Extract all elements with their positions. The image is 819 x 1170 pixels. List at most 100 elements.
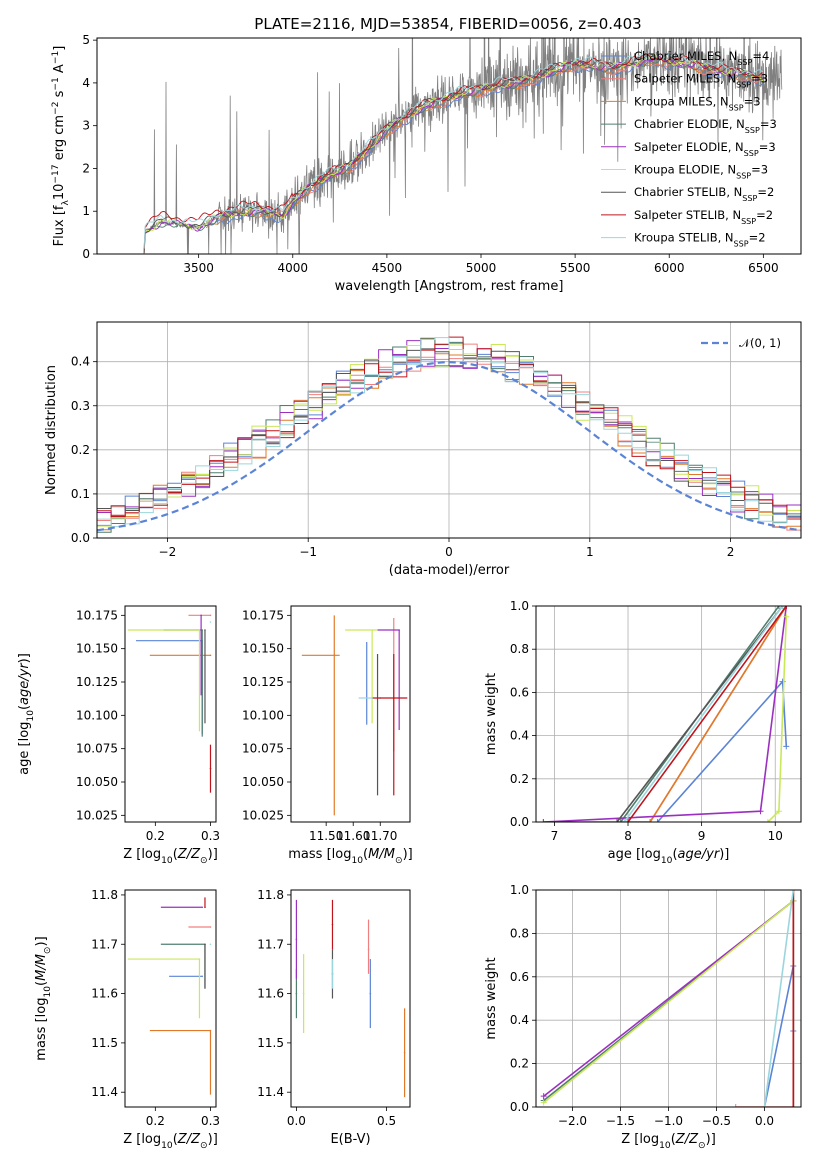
x-tick-label: 11.50 [309, 829, 343, 843]
weight-line-kroupa-elodie [543, 900, 794, 1104]
axes-frame [124, 605, 217, 823]
x-axis-label: Z [log10(Z/Z⊙)] [621, 1132, 716, 1151]
label-part: Salpeter ELODIE, N [634, 140, 744, 154]
label-part: Z/Z [177, 1132, 201, 1147]
label-part: 10 [43, 986, 53, 998]
point-salpeter-stelib [392, 697, 395, 699]
label-part: Kroupa ELODIE, N [634, 163, 736, 177]
y-tick-label: 10.175 [242, 608, 284, 622]
label-part: )] [403, 847, 413, 862]
x-tick-label: 2 [727, 545, 735, 559]
label-part: =3 [751, 72, 768, 86]
y-tick-label: 10.050 [242, 775, 284, 789]
label-part: Chabrier MILES, N [634, 49, 737, 63]
x-tick-label: 0.3 [201, 829, 220, 843]
label-part: =3 [759, 140, 776, 154]
legend-label-kroupa-elodie: Kroupa ELODIE, NSSP=3 [634, 163, 768, 181]
x-tick-label: 0.0 [287, 1114, 306, 1128]
x-axis-label: age [log10(age/yr)] [608, 847, 730, 866]
x-tick-label: 5500 [560, 261, 591, 275]
axes-frame [96, 37, 802, 255]
x-tick-label: 1 [586, 545, 594, 559]
plot-area [127, 897, 212, 1095]
label-part: M/M [34, 954, 49, 981]
x-tick-label: 9 [698, 829, 706, 843]
weight-marker-kroupa-elodie [775, 808, 782, 815]
weight-marker-kroupa-stelib [621, 819, 628, 822]
y-axis-label: Normed distribution [44, 365, 59, 495]
y-tick-label: 0 [82, 247, 90, 261]
panel-age-vs-Z: 0.2 0.3 10.025 10.050 10.075 10.100 10.125 10.1… [17, 605, 220, 866]
y-tick-label: 0.8 [510, 926, 529, 940]
point-salpeter-stelib [204, 906, 206, 909]
label-part: M/M [368, 847, 395, 862]
label-part: Salpeter MILES, N [634, 72, 736, 86]
label-part: Z [log [621, 1132, 659, 1147]
y-tick-label: 10.025 [242, 808, 284, 822]
x-tick-label: 6000 [654, 261, 685, 275]
y-tick-label: 0.0 [510, 1100, 529, 1114]
label-part: SSP [729, 103, 744, 112]
weight-marker-kroupa-elodie [783, 613, 790, 620]
point-kroupa-stelib [371, 697, 373, 699]
label-part: Chabrier STELIB, N [634, 185, 742, 199]
label-part: )] [34, 936, 49, 946]
gaussian-curve [97, 360, 801, 532]
axes-frame [124, 889, 217, 1108]
label-part: mass weight [484, 673, 499, 755]
label-part: =4 [752, 49, 769, 63]
label-part: A [52, 64, 67, 77]
weight-line-kroupa-miles [543, 606, 787, 822]
y-tick-label: 10.150 [76, 642, 118, 656]
y-tick-label: 0.2 [510, 772, 529, 786]
plot-area [540, 606, 790, 822]
point-salpeter-stelib [209, 767, 212, 770]
spectrum-legend: Chabrier MILES, N SSP =4 Salpeter MILES, N S… [601, 49, 777, 248]
point-chabrier-elodie [295, 992, 298, 995]
label-part: =3 [744, 94, 761, 108]
label-part: age/yr [678, 847, 721, 862]
plot-area [540, 890, 797, 1107]
y-tick-label: 3 [82, 119, 90, 133]
y-tick-label: 10.100 [76, 708, 118, 722]
y-tick-label: 0.4 [510, 729, 529, 743]
point-kroupa-elodie [198, 958, 201, 960]
y-tick-label: 2 [82, 161, 90, 175]
point-salpeter-elodie [295, 938, 298, 941]
model-line-chabrier-elodie [143, 57, 764, 252]
y-axis-label: age [log10(age/yr)] [17, 653, 36, 775]
point-kroupa-miles [333, 654, 336, 657]
weight-line-salpeter-stelib [627, 606, 787, 822]
weight-marker-salpeter-elodie [757, 808, 764, 815]
weight-marker-chabrier-elodie [617, 819, 624, 822]
plot-area [301, 615, 408, 816]
label-part: λ [61, 200, 71, 206]
point-chabrier-miles [201, 975, 204, 978]
point-salpeter-miles [367, 948, 370, 950]
x-axis-label: E(B-V) [330, 1132, 370, 1147]
y-tick-label: 0.0 [71, 531, 90, 545]
weight-marker-salpeter-elodie [540, 1093, 547, 1100]
x-tick-label: 8 [624, 829, 632, 843]
label-part: SSP [734, 239, 749, 248]
label-part: mass [log [288, 847, 351, 862]
label-part: 10 [161, 856, 173, 866]
label-part: )] [719, 847, 729, 862]
x-axis-label: Z [log10(Z/Z⊙)] [123, 1132, 218, 1151]
label-part: ⊙ [395, 856, 403, 866]
x-tick-label: −2 [159, 545, 177, 559]
plot-area [295, 899, 406, 1098]
weight-marker-kroupa-miles [647, 819, 654, 822]
point-kroupa-elodie [302, 992, 305, 995]
x-tick-label: 7 [551, 829, 559, 843]
y-tick-label: 10.025 [76, 808, 118, 822]
x-tick-label: 0.2 [146, 1114, 165, 1128]
weight-line-kroupa-stelib [623, 606, 784, 822]
panels: 3500 4000 4500 5000 5500 6000 6500 0 1 2 3 4 5 wavele… [17, 33, 802, 1151]
point-salpeter-elodie [200, 614, 202, 617]
weight-marker-kroupa-stelib [790, 890, 797, 893]
weight-marker-kroupa-elodie [540, 1099, 547, 1106]
x-tick-label: 4500 [372, 261, 403, 275]
label-part: age [log [608, 847, 661, 862]
